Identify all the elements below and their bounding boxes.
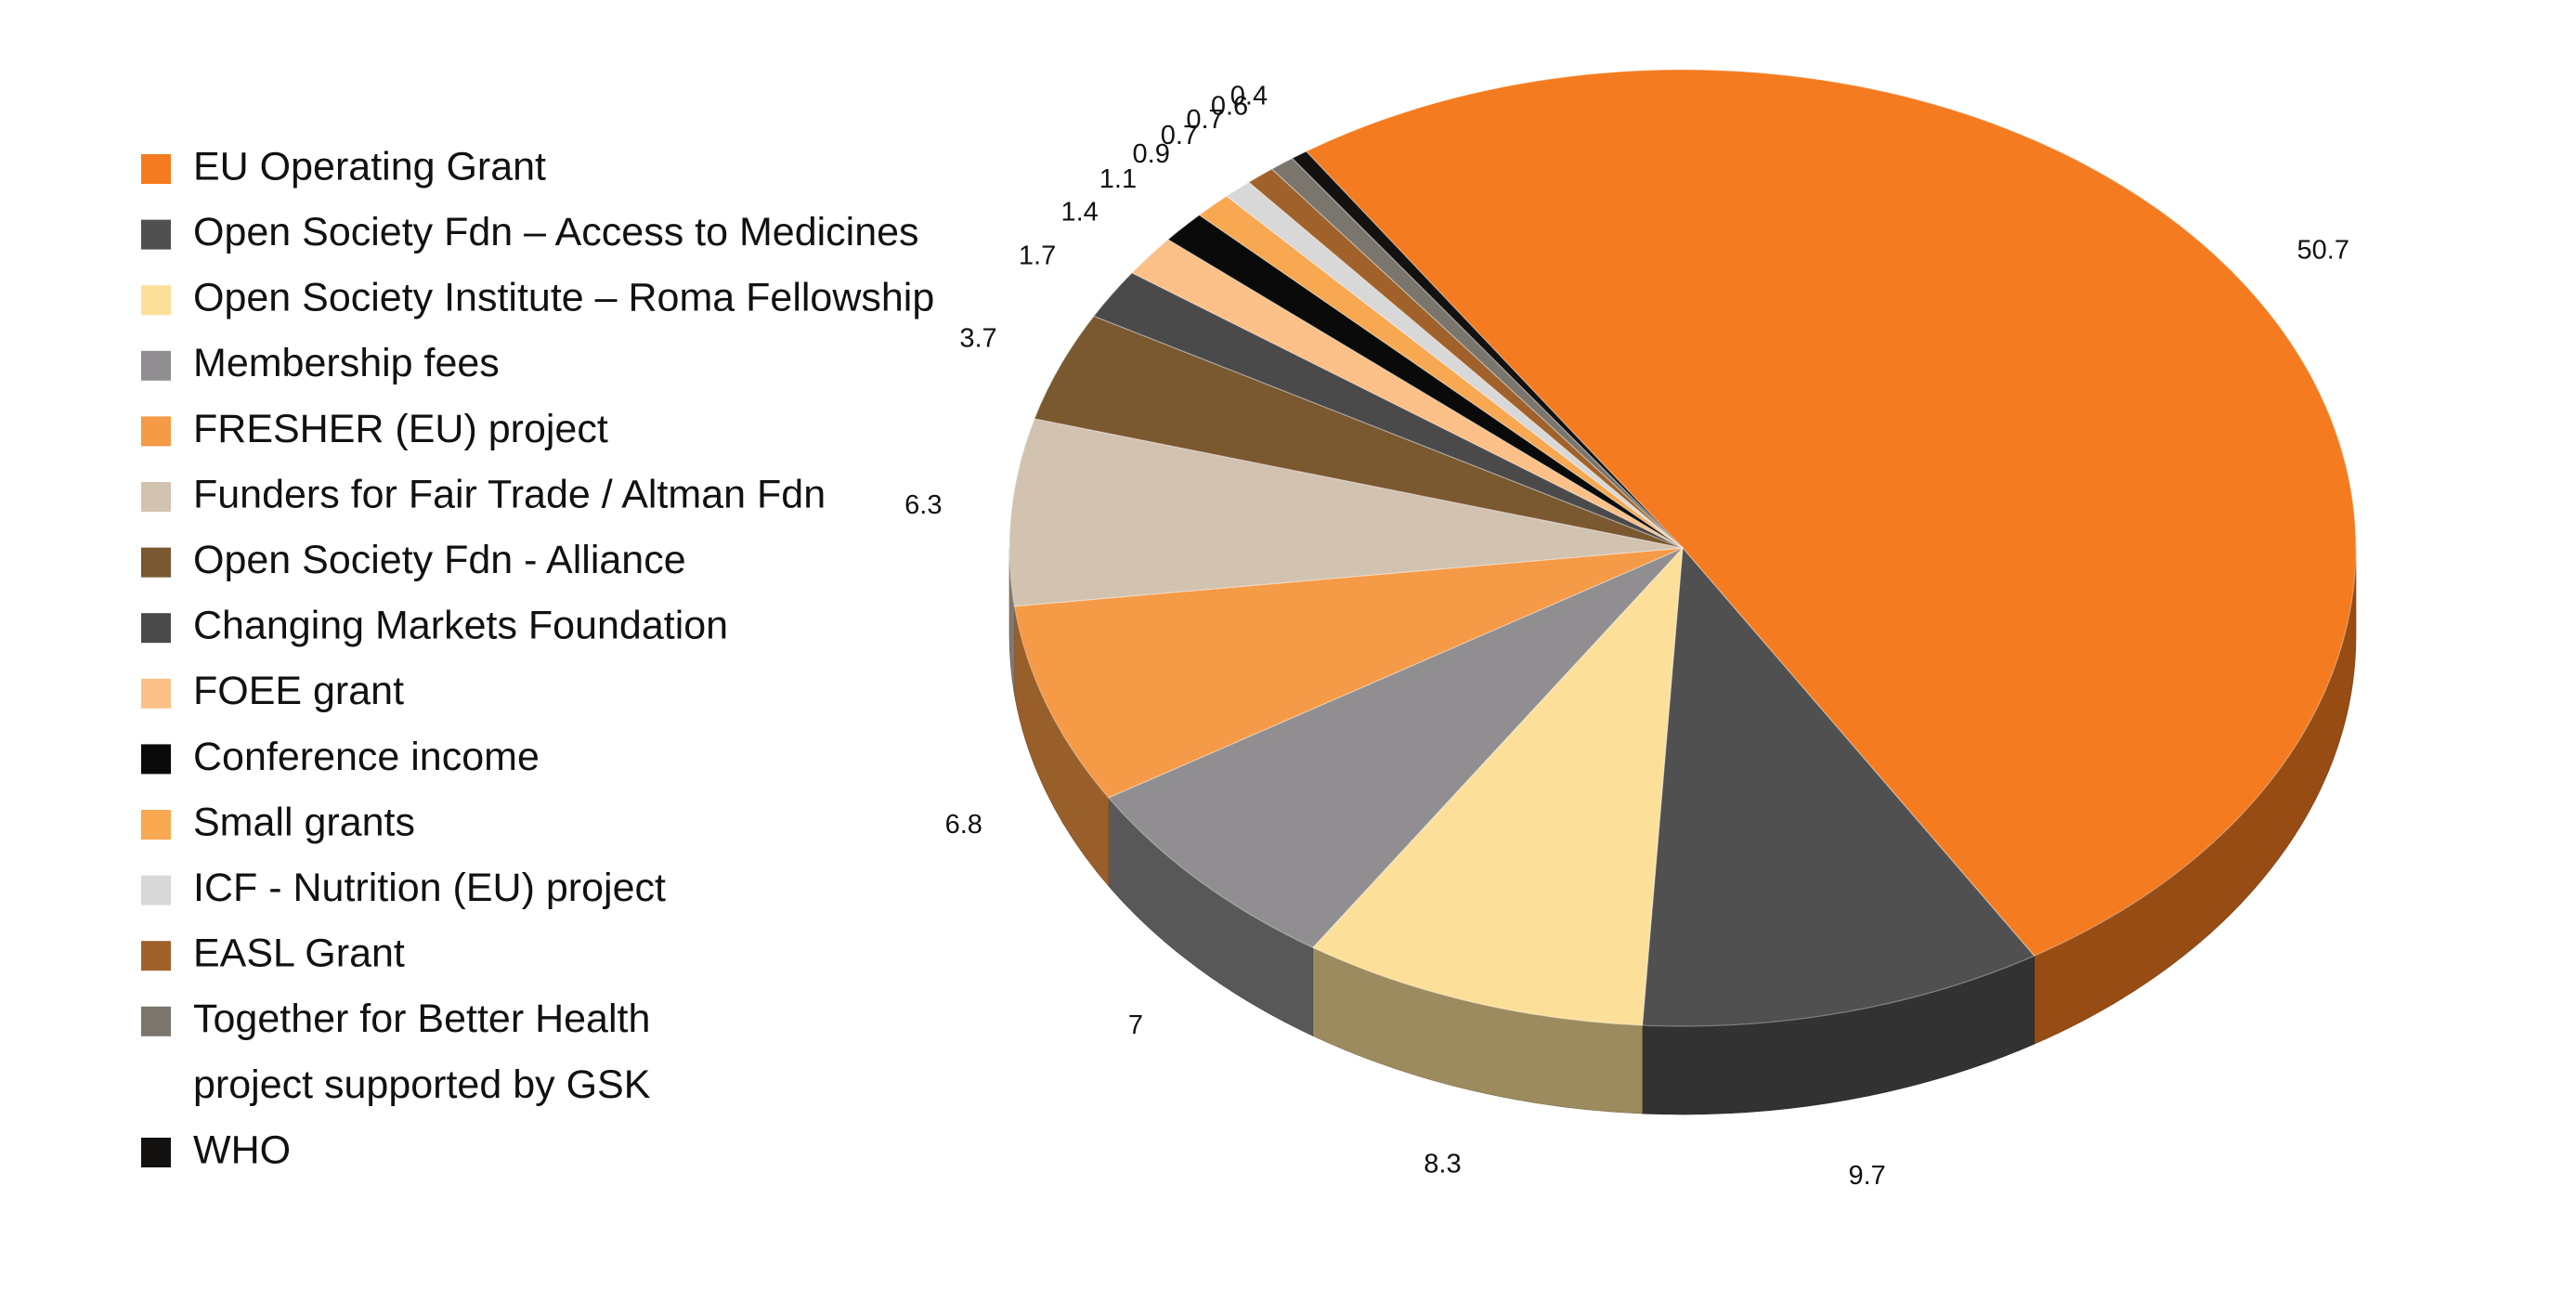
pie-slice-4 (1107, 547, 1684, 949)
pie-slice-12 (1225, 181, 1684, 549)
pie-slice-14 (1270, 157, 1684, 549)
legend-swatch-11 (141, 810, 171, 840)
legend-swatch-5 (141, 416, 171, 447)
legend-label-13: EASL Grant (193, 932, 405, 976)
legend-swatch-9 (141, 678, 171, 709)
value-label-10: 1.1 (1099, 164, 1137, 194)
legend-label-8: Changing Markets Foundation (193, 604, 728, 648)
legend-label-12: ICF - Nutrition (EU) project (193, 866, 666, 910)
legend: EU Operating Grant Open Society Fdn – Acc… (141, 144, 934, 1172)
legend-label-1: EU Operating Grant (193, 144, 546, 189)
legend-swatch-8 (141, 613, 171, 644)
legend-label-2: Open Society Fdn – Access to Medicines (193, 210, 919, 254)
legend-label-4: Membership fees (193, 341, 500, 385)
pie-slice-6 (1008, 418, 1684, 607)
legend-swatch-2 (141, 219, 171, 250)
legend-swatch-4 (141, 350, 171, 381)
legend-label-10: Conference income (193, 735, 540, 779)
legend-swatch-12 (141, 875, 171, 906)
pie-depth-layer (1008, 547, 2357, 1115)
value-label-15: 0.4 (1230, 82, 1268, 111)
pie-slice-1 (1305, 69, 2357, 957)
legend-swatch-10 (141, 744, 171, 775)
pie-slice-3 (1311, 546, 1684, 1026)
value-label-14: 0.6 (1211, 92, 1248, 122)
legend-label-3: Open Society Institute – Roma Fellowship (193, 276, 934, 320)
legend-swatch-14 (141, 1006, 171, 1036)
pie-slice-7 (1034, 315, 1684, 549)
pie-slice-2 (1641, 546, 2036, 1027)
value-label-11: 0.9 (1133, 139, 1170, 169)
pie-slice-8 (1092, 271, 1684, 549)
value-label-12: 0.7 (1161, 121, 1198, 150)
pie-slice-10 (1166, 214, 1684, 549)
legend-swatch-6 (141, 482, 171, 512)
pie-slice-5 (1013, 547, 1684, 799)
value-label-8: 1.7 (1019, 241, 1056, 270)
value-label-6: 6.3 (904, 490, 942, 520)
pie-slice-13 (1247, 168, 1684, 549)
value-label-1: 50.7 (2297, 236, 2349, 266)
legend-label-14-line-2: project supported by GSK (193, 1062, 651, 1107)
legend-swatch-13 (141, 941, 171, 971)
pie-slice-15 (1291, 150, 1684, 549)
legend-label-14-line-1: Together for Better Health (193, 997, 650, 1041)
legend-label-9: FOEE grant (193, 669, 404, 713)
legend-swatch-15 (141, 1138, 171, 1167)
value-labels: 50.79.78.376.86.33.71.71.41.10.90.70.70.… (904, 82, 2349, 1191)
pie-slice-9 (1130, 239, 1684, 549)
value-label-13: 0.7 (1186, 105, 1223, 135)
legend-label-11: Small grants (193, 800, 415, 844)
value-label-9: 1.4 (1061, 197, 1099, 227)
legend-swatch-1 (141, 154, 171, 184)
value-label-5: 6.8 (945, 810, 982, 840)
legend-label-15: WHO (193, 1127, 291, 1172)
legend-swatch-7 (141, 547, 171, 578)
value-label-7: 3.7 (959, 323, 996, 353)
pie-slice-11 (1198, 195, 1684, 549)
pie-top-layer (1008, 69, 2357, 1027)
value-label-2: 9.7 (1848, 1161, 1885, 1191)
value-label-4: 7 (1128, 1010, 1143, 1040)
legend-swatch-3 (141, 285, 171, 316)
legend-label-6: Funders for Fair Trade / Altman Fdn (193, 472, 826, 516)
value-label-3: 8.3 (1424, 1150, 1461, 1179)
legend-label-5: FRESHER (EU) project (193, 407, 608, 451)
legend-label-7: Open Society Fdn - Alliance (193, 538, 686, 582)
